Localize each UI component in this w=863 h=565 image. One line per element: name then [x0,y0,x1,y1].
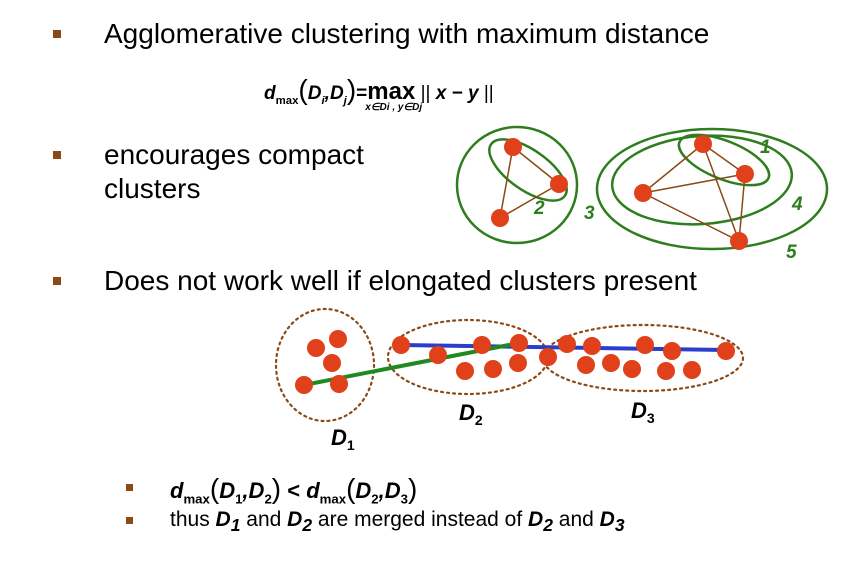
max-operator: max x∈Di , y∈Dj [365,78,423,113]
data-point [504,138,522,156]
dmax-comparison: dmax(D1,D2) < dmax(D2,D3) [170,473,418,507]
data-point [636,336,654,354]
merged-explanation-text: thus D1 and D2 are merged instead of D2 … [170,508,625,536]
cluster-label-5: 5 [786,242,797,263]
cluster-boundary-1 [677,133,771,187]
bullet-marker [53,30,61,38]
data-point [730,232,748,250]
data-point [329,330,347,348]
elongated-clusters-diagram: D1 D2 D3 [274,307,745,453]
cluster-boundary-d3 [541,323,745,393]
edge [642,192,740,242]
data-point [330,375,348,393]
cluster-label-d2: D2 [459,400,483,428]
data-point [491,209,509,227]
bullet-compact-text-line1: encourages compact [104,139,364,170]
cluster-label-1: 1 [760,137,771,158]
data-point [657,362,675,380]
quad-cluster-diagram: 1 4 5 [595,127,829,263]
data-point [295,376,313,394]
sub-bullet-marker [126,484,133,491]
triangle-cluster-diagram: 2 3 [455,125,595,245]
edge [738,173,746,242]
data-point [392,336,410,354]
edge [499,146,514,219]
cluster-boundary-2 [488,138,568,202]
bullet-elongated-text: Does not work well if elongated clusters… [104,265,697,296]
cluster-boundary-d1 [274,307,376,423]
cluster-boundary-5 [595,127,829,251]
cluster-label-d1: D1 [331,425,355,453]
edge [642,173,746,194]
data-point [484,360,502,378]
data-point [473,336,491,354]
edge [702,143,740,242]
data-point [323,354,341,372]
data-point [683,361,701,379]
data-point [602,354,620,372]
data-point [539,348,557,366]
data-point [429,346,447,364]
bullet-compact-text-line2: clusters [104,173,201,204]
data-point [509,354,527,372]
data-point [634,184,652,202]
data-point [577,356,595,374]
cluster-label-3: 3 [584,203,595,224]
bullet-marker [53,277,61,285]
edge [512,146,560,185]
data-point [550,175,568,193]
sub-bullet-marker [126,517,133,524]
data-point [558,335,576,353]
edge [642,143,704,194]
data-point [307,339,325,357]
data-point [717,342,735,360]
cluster-label-4: 4 [791,194,803,215]
data-point [736,165,754,183]
data-point [663,342,681,360]
bullet-agglomerative-text: Agglomerative clustering with maximum di… [104,18,710,49]
cluster-boundary-3 [455,125,579,245]
data-point [583,337,601,355]
data-point [694,135,712,153]
edge [499,183,560,219]
cluster-label-d3: D3 [631,398,655,426]
bullet-marker [53,151,61,159]
data-point [510,334,528,352]
data-point [456,362,474,380]
data-point [623,360,641,378]
dmax-formula: dmax(Di,Dj)=max x∈Di , y∈Dj || x − y || [264,74,494,113]
cluster-label-2: 2 [533,198,545,219]
